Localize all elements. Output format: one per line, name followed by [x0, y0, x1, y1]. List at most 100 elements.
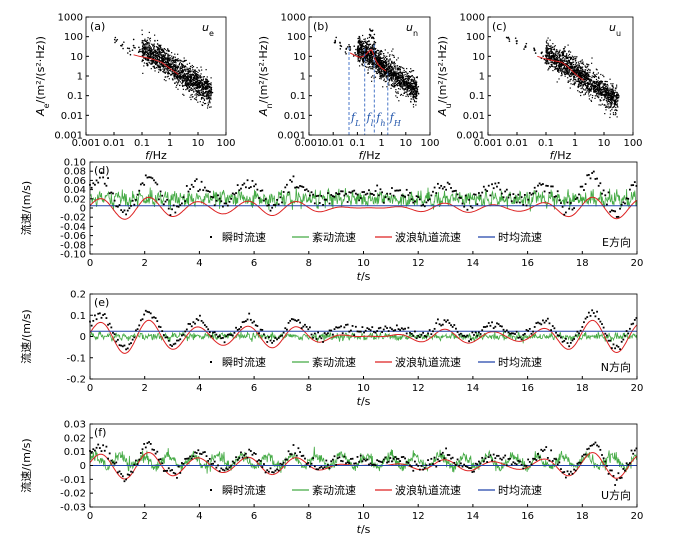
spectrum-point — [548, 51, 550, 53]
spectrum-low-freq-point — [378, 60, 380, 62]
spectrum-low-freq-point — [543, 58, 546, 61]
spectrum-point — [394, 72, 396, 75]
spectrum-point — [179, 59, 181, 61]
spectrum-point — [149, 62, 151, 64]
spectrum-point — [210, 96, 212, 98]
spectrum-point — [362, 65, 364, 67]
spectrum-fit-line — [133, 54, 179, 75]
spectrum-point — [403, 88, 405, 90]
spectrum-point — [554, 57, 556, 59]
spectrum-point — [181, 66, 184, 68]
spectrum-point — [395, 84, 397, 87]
spectrum-point — [592, 72, 594, 75]
instant-velocity-point — [136, 193, 139, 196]
spectrum-point — [179, 61, 181, 63]
spectrum-point — [177, 81, 179, 84]
spectrum-point — [589, 83, 591, 86]
spectrum-point — [141, 54, 143, 57]
spectrum-point — [612, 89, 614, 91]
instant-velocity-point — [458, 196, 461, 199]
spectrum-point — [611, 85, 613, 87]
spectrum-point — [557, 60, 559, 62]
spectrum-point — [611, 109, 613, 111]
spectrum-point — [405, 88, 407, 90]
spectrum-point — [391, 60, 393, 62]
spectrum-point — [567, 81, 569, 83]
spectrum-low-freq-point — [611, 99, 613, 101]
spectrum-panel-c: 0.001 0.01 0.1 1 10 1000.0010.010.11101001000… — [436, 13, 643, 163]
spectrum-point — [575, 57, 577, 59]
spectrum-point — [560, 65, 563, 67]
spectrum-point — [558, 51, 560, 53]
spectrum-point — [578, 73, 581, 75]
spectrum-point — [358, 45, 360, 47]
spectrum-point — [195, 82, 198, 84]
spectrum-point — [598, 82, 600, 85]
spectrum-point — [565, 67, 567, 69]
spectrum-point — [562, 64, 564, 66]
spectrum-point — [391, 72, 393, 74]
spectrum-point — [380, 57, 382, 59]
spectrum-low-freq-point — [205, 90, 207, 93]
spectrum-low-freq-point — [131, 49, 134, 51]
spectrum-point — [398, 81, 400, 83]
instant-velocity-point — [625, 197, 628, 200]
spectrum-point — [397, 72, 399, 74]
spectrum-point — [570, 71, 573, 74]
instant-velocity-point — [256, 188, 259, 191]
spectrum-panel-a: 0.001 0.01 0.1 1 10 1000.0010.010.11101001000… — [34, 13, 236, 163]
spectrum-point — [366, 57, 368, 59]
spectrum-point — [605, 105, 607, 107]
spectrum-point — [356, 52, 359, 54]
spectrum-low-freq-point — [153, 51, 155, 53]
spectrum-point — [571, 73, 573, 75]
y-tick-label: 10 — [70, 52, 83, 63]
spectrum-point — [190, 76, 193, 78]
spectrum-point — [578, 91, 580, 93]
spectrum-point — [207, 84, 209, 86]
instant-velocity-point — [92, 182, 95, 185]
spectrum-point — [378, 57, 380, 59]
spectrum-point — [361, 53, 364, 55]
spectrum-point — [185, 80, 187, 82]
spectrum-low-freq-point — [147, 58, 150, 60]
spectrum-point — [192, 78, 194, 80]
spectrum-point — [546, 45, 548, 48]
spectrum-point — [148, 44, 150, 46]
spectrum-point — [580, 60, 582, 62]
spectrum-point — [553, 46, 555, 48]
x-tick-label: 0.001 — [295, 138, 324, 149]
spectrum-low-freq-point — [407, 82, 410, 85]
spectrum-point — [142, 54, 144, 56]
instant-velocity-point — [300, 185, 303, 188]
spectrum-point — [177, 67, 179, 69]
spectrum-point — [387, 52, 389, 54]
spectrum-point — [210, 84, 212, 86]
spectrum-point — [410, 86, 412, 88]
instant-velocity-point — [463, 205, 466, 208]
spectrum-point — [358, 65, 361, 67]
spectrum-point — [399, 84, 401, 86]
x-axis-label: f/Hz — [145, 149, 167, 162]
spectrum-low-freq-point — [143, 53, 146, 56]
spectrum-point — [198, 87, 200, 89]
instant-velocity-point — [192, 186, 195, 188]
spectrum-point — [149, 53, 151, 55]
spectrum-point — [362, 54, 364, 56]
spectrum-point — [380, 72, 382, 74]
spectrum-point — [369, 56, 371, 58]
spectrum-point — [413, 92, 415, 94]
spectrum-low-freq-point — [581, 74, 583, 77]
spectrum-point — [156, 55, 159, 57]
spectrum-point — [582, 85, 585, 87]
spectrum-point — [574, 82, 577, 84]
spectrum-point — [568, 51, 570, 53]
spectrum-point — [148, 50, 150, 52]
spectrum-point — [565, 58, 567, 60]
spectrum-point — [602, 88, 605, 90]
instant-velocity-point — [208, 190, 211, 193]
instant-velocity-point — [581, 185, 584, 188]
x-tick-label: 0.01 — [506, 138, 528, 149]
spectrum-low-freq-point — [126, 47, 129, 49]
spectrum-point — [180, 74, 182, 76]
